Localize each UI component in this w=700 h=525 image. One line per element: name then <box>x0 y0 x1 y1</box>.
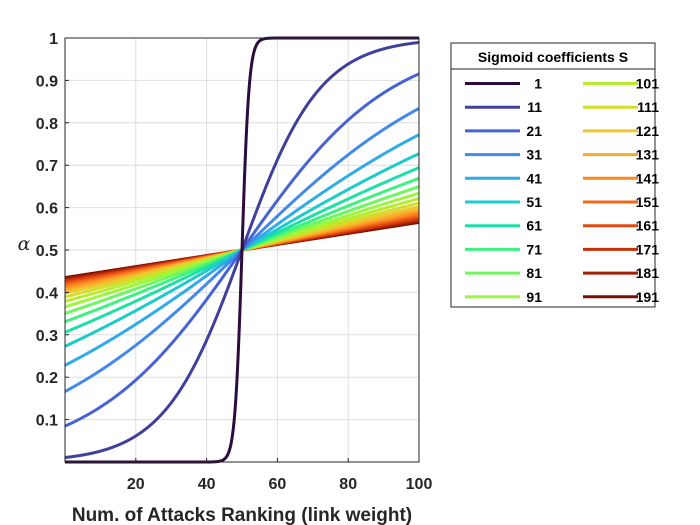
legend-title: Sigmoid coefficients S <box>478 49 628 65</box>
legend-label-s91: 91 <box>526 289 542 305</box>
y-tick-label: 0.3 <box>36 328 58 345</box>
legend-label-s11: 11 <box>527 99 542 115</box>
y-tick-label: 0.9 <box>36 73 58 90</box>
x-tick-label: 20 <box>127 476 145 493</box>
legend-label-s71: 71 <box>526 241 542 257</box>
x-axis-label: Num. of Attacks Ranking (link weight) <box>72 505 412 525</box>
y-tick-label: 0.5 <box>36 243 58 260</box>
legend-label-s21: 21 <box>526 123 542 139</box>
legend-label-s1: 1 <box>534 76 542 92</box>
y-tick-label: 1 <box>49 31 58 48</box>
legend-box <box>450 42 656 308</box>
legend-label-s131: 131 <box>636 147 660 163</box>
legend-label-s61: 61 <box>526 218 542 234</box>
legend-label-s101: 101 <box>636 76 660 92</box>
x-tick-label: 60 <box>269 476 287 493</box>
legend-label-s111: 111 <box>637 99 659 115</box>
x-tick-label: 40 <box>198 476 216 493</box>
y-tick-label: 0.8 <box>36 116 58 133</box>
legend-label-s31: 31 <box>526 147 542 163</box>
legend-label-s121: 121 <box>636 123 660 139</box>
legend-label-s151: 151 <box>636 194 660 210</box>
y-tick-label: 0.7 <box>36 158 58 175</box>
y-axis-ticks: 0.1 0.2 0.3 0.4 0.5 0.6 0.7 0.8 0.9 1 <box>36 31 69 430</box>
x-tick-label: 80 <box>339 476 357 493</box>
y-axis-label: α <box>18 233 31 255</box>
x-tick-label: 100 <box>406 476 433 493</box>
x-axis-ticks: 20 40 60 80 100 <box>127 458 433 493</box>
legend-label-s191: 191 <box>636 289 660 305</box>
legend-label-s81: 81 <box>526 265 542 281</box>
legend-label-s181: 181 <box>636 265 660 281</box>
legend-label-s41: 41 <box>526 170 542 186</box>
y-tick-label: 0.4 <box>36 285 58 302</box>
legend: Sigmoid coefficients S 11121314151617181… <box>450 42 659 308</box>
y-tick-label: 0.1 <box>36 413 58 430</box>
legend-label-s171: 171 <box>636 241 660 257</box>
y-tick-label: 0.2 <box>36 370 58 387</box>
legend-label-s51: 51 <box>526 194 542 210</box>
legend-label-s161: 161 <box>636 218 660 234</box>
y-tick-label: 0.6 <box>36 201 58 218</box>
legend-label-s141: 141 <box>636 170 660 186</box>
legend-items: 1112131415161718191101111121131141151161… <box>465 76 659 305</box>
